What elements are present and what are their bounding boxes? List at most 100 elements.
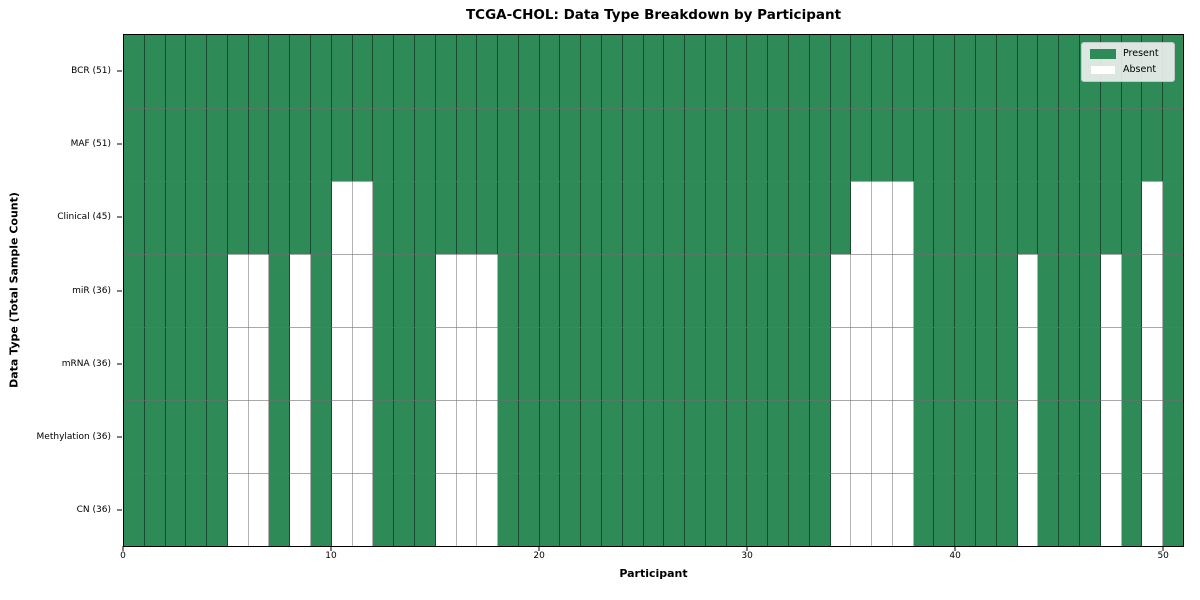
cell bbox=[269, 327, 291, 400]
cell bbox=[518, 327, 540, 400]
cell bbox=[456, 254, 478, 327]
legend-swatch-absent-icon bbox=[1090, 65, 1116, 75]
cell bbox=[934, 254, 956, 327]
cell bbox=[539, 35, 561, 108]
cell bbox=[892, 327, 914, 400]
cell bbox=[435, 35, 457, 108]
cell bbox=[1121, 108, 1143, 181]
y-tick-mark bbox=[117, 143, 122, 145]
y-axis-label: Data Type (Total Sample Count) bbox=[7, 192, 21, 388]
cell bbox=[207, 400, 228, 473]
cell bbox=[768, 35, 789, 108]
cell bbox=[913, 254, 935, 327]
cell bbox=[955, 181, 977, 254]
cell bbox=[685, 473, 706, 546]
cell bbox=[144, 254, 166, 327]
cell bbox=[685, 254, 706, 327]
cell bbox=[560, 400, 582, 473]
cell bbox=[1059, 400, 1080, 473]
cell bbox=[373, 327, 395, 400]
cell bbox=[705, 400, 727, 473]
cell bbox=[934, 473, 956, 546]
cell bbox=[996, 473, 1018, 546]
cell bbox=[809, 254, 831, 327]
cell bbox=[165, 327, 187, 400]
cell bbox=[1059, 108, 1080, 181]
cell bbox=[685, 400, 706, 473]
cell bbox=[913, 400, 935, 473]
cell bbox=[539, 254, 561, 327]
cell bbox=[872, 35, 893, 108]
cell bbox=[1079, 254, 1101, 327]
cell bbox=[685, 35, 706, 108]
x-tick-label: 50 bbox=[1157, 551, 1169, 561]
cell bbox=[643, 473, 665, 546]
cell bbox=[976, 473, 997, 546]
cell bbox=[1079, 108, 1101, 181]
plot-area: Present Absent bbox=[123, 34, 1184, 547]
cell bbox=[414, 181, 436, 254]
cell bbox=[207, 181, 228, 254]
cell bbox=[456, 473, 478, 546]
cell bbox=[643, 254, 665, 327]
cell bbox=[892, 473, 914, 546]
row-separator-line bbox=[124, 254, 1183, 255]
cell bbox=[352, 35, 374, 108]
x-tick-mark bbox=[122, 546, 124, 551]
cell bbox=[414, 327, 436, 400]
cell bbox=[435, 400, 457, 473]
cell bbox=[1163, 108, 1183, 181]
cell bbox=[705, 254, 727, 327]
cell bbox=[809, 400, 831, 473]
cell bbox=[601, 35, 623, 108]
cell bbox=[311, 327, 332, 400]
cell bbox=[1017, 327, 1039, 400]
cell bbox=[581, 473, 602, 546]
cell bbox=[996, 181, 1018, 254]
cell bbox=[622, 35, 644, 108]
cell bbox=[248, 327, 270, 400]
cell bbox=[581, 108, 602, 181]
cell bbox=[1142, 327, 1164, 400]
cell bbox=[830, 400, 852, 473]
cell bbox=[892, 181, 914, 254]
cell bbox=[498, 181, 519, 254]
cell bbox=[601, 181, 623, 254]
cell bbox=[186, 35, 208, 108]
cell bbox=[830, 473, 852, 546]
cell bbox=[269, 473, 291, 546]
grid-row bbox=[124, 181, 1183, 254]
cell bbox=[851, 254, 873, 327]
cell bbox=[394, 35, 415, 108]
cell bbox=[664, 400, 686, 473]
cell bbox=[1100, 254, 1122, 327]
cell bbox=[124, 35, 145, 108]
row-separator-line bbox=[124, 181, 1183, 182]
cell bbox=[435, 108, 457, 181]
cell bbox=[394, 181, 415, 254]
cell bbox=[560, 473, 582, 546]
cell bbox=[414, 108, 436, 181]
cell bbox=[726, 181, 748, 254]
cell bbox=[747, 327, 769, 400]
x-tick-mark bbox=[954, 546, 956, 551]
cell bbox=[394, 327, 415, 400]
cell bbox=[207, 35, 228, 108]
cell bbox=[1059, 35, 1080, 108]
cell bbox=[1100, 400, 1122, 473]
legend-label-absent: Absent bbox=[1123, 64, 1157, 76]
cell bbox=[768, 327, 789, 400]
cell bbox=[726, 400, 748, 473]
cell bbox=[414, 35, 436, 108]
cell bbox=[622, 473, 644, 546]
cell bbox=[477, 327, 499, 400]
cell bbox=[1100, 327, 1122, 400]
cell bbox=[872, 473, 893, 546]
cell bbox=[290, 473, 312, 546]
cell bbox=[976, 181, 997, 254]
cell bbox=[290, 108, 312, 181]
cell bbox=[331, 254, 353, 327]
cell bbox=[498, 254, 519, 327]
cell bbox=[809, 181, 831, 254]
cell bbox=[352, 400, 374, 473]
